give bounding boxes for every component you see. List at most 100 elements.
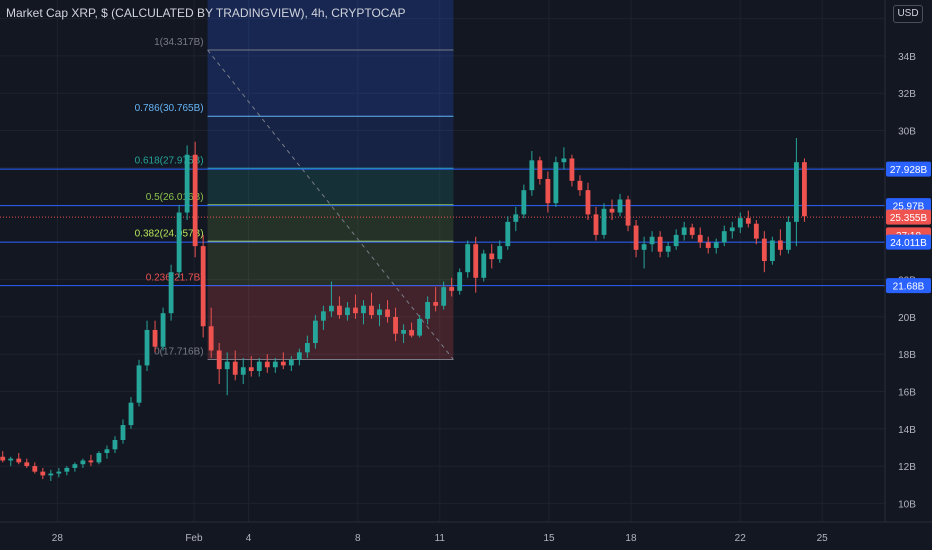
candle-body [617,199,623,213]
candle-body [24,462,30,467]
candle-body [489,253,495,260]
price-label-box [886,209,931,225]
candle-body [240,367,246,375]
candle-body [697,234,703,243]
candle-body [8,458,14,461]
candle-body [353,307,358,314]
candle-body [72,464,78,468]
candle-body [761,238,767,261]
candle-body [561,158,567,163]
candle-body [505,221,511,247]
candle-body [32,466,38,472]
fib-zone [207,285,454,360]
price-label-box [886,198,931,214]
horizontal-lines [0,168,885,287]
candle-body [128,402,134,426]
candle-body [713,242,719,248]
candle-body [497,246,503,260]
candle-body [729,227,735,232]
candle-body [417,318,423,336]
price-tick-label: 16B [898,388,916,399]
fib-level-label: 0(17.716B) [154,347,203,358]
fib-zone [207,168,454,205]
candle-body [393,316,398,334]
candle-body [802,162,807,217]
candlestick-series [0,137,807,481]
candle-body [256,361,262,371]
fib-zone [207,204,454,242]
price-label-text: 21.68B [893,282,925,293]
fib-zone [207,241,454,286]
candle-body [208,326,214,351]
candle-body [232,361,238,375]
candle-body [673,234,679,247]
candle-body [296,352,302,360]
candle-body [321,311,326,321]
candle-body [176,212,182,273]
fib-level-label: 0.382(24.057B) [135,228,204,239]
currency-button[interactable]: USD [893,5,923,23]
candle-body [48,473,54,476]
candle-body [144,329,150,366]
price-label-box [886,278,931,294]
candle-body [184,154,190,213]
candle-body [609,208,615,213]
candle-body [665,246,671,252]
time-tick-label: 4 [246,533,252,544]
candle-body [377,309,382,316]
candle-body [337,305,342,316]
candle-body [753,223,759,239]
candle-body [633,225,639,250]
candle-body [224,361,230,370]
price-tick-label: 18B [898,350,916,361]
time-tick-label: 25 [817,533,829,544]
fibonacci-retracement: 1(34.317B) 0.786(30.765B) 0.618(27.975B) 0.… [135,0,454,361]
time-tick-label: 18 [625,533,637,544]
candle-body [769,240,775,261]
candle-body [785,221,791,250]
price-label-text: 25.97B [893,202,925,213]
candle-body [16,458,22,463]
chart-title: Market Cap XRP, $ (CALCULATED BY TRADING… [6,6,406,20]
price-label-text: 25.355B [890,213,928,224]
candle-body [304,343,310,353]
candle-body [649,236,655,245]
candle-body [473,244,479,278]
candle-body [641,244,647,250]
candle-body [136,365,142,403]
candle-body [104,449,110,454]
candle-body [737,218,743,228]
candle-body [625,199,631,226]
price-label-box [886,161,931,177]
candle-body [465,244,471,273]
fib-level-label: 0.786(30.765B) [135,103,204,114]
fib-trend-line [207,49,454,360]
candle-body [192,154,198,247]
candle-body [160,313,166,347]
candle-body [537,160,543,179]
price-tick-label: 30B [898,127,916,138]
candle-body [96,453,102,463]
time-axis-background [0,522,932,550]
candle-body [777,240,783,250]
time-tick-label: Feb [185,533,203,544]
candle-body [112,439,118,450]
candle-body [481,253,487,278]
candle-body [280,361,286,366]
time-axis: 28 Feb 4 8 11 15 18 22 25 [0,521,932,550]
candle-body [553,162,559,204]
candle-body [521,190,527,215]
candle-body [120,425,126,440]
candle-body [425,302,431,319]
fib-level-label: 0.5(26.016B) [146,192,204,203]
candle-body [433,302,439,306]
candle-body [264,361,270,368]
candle-body [361,305,366,314]
candle-body [345,307,350,316]
candle-body [577,180,583,191]
price-tick-label: 14B [898,425,916,436]
price-axis-background [885,0,932,522]
candle-body [288,359,294,366]
